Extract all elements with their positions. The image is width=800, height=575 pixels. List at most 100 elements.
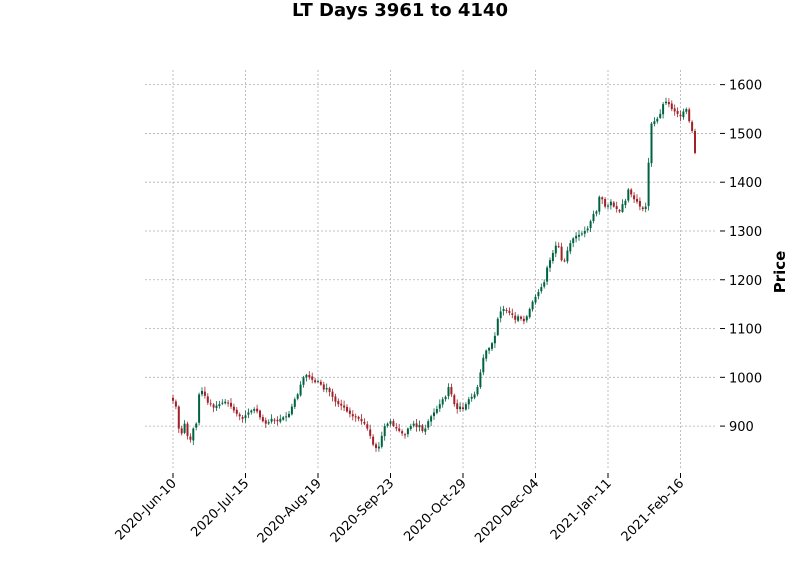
candle-body [241,417,244,419]
candle-body [343,405,346,408]
grid [145,70,715,470]
candle [630,188,633,198]
candle [583,226,586,238]
candle-body [540,287,543,292]
candle [473,391,476,400]
candle-body [450,387,453,395]
candle-body [638,200,641,207]
candle [467,396,470,410]
candle-body [305,374,308,378]
candle [476,384,479,397]
candle-body [418,425,421,428]
candles [172,97,696,452]
candle-body [401,431,404,434]
candle-body [607,205,609,207]
candle-body [459,406,462,410]
candle [586,225,589,233]
candle-body [470,396,473,399]
candle-body [534,296,537,303]
candle-body [331,391,334,397]
candle [337,398,340,408]
candle-body [676,110,679,114]
candle-body [505,309,508,311]
candle-body [299,384,302,396]
candle [235,407,238,417]
x-tick-label: 2020-Sep-23 [328,476,398,546]
candle-body [317,381,319,383]
candle-body [549,260,551,268]
candle [172,394,174,404]
y-tick-label: 1400 [729,176,762,191]
candle [607,203,609,210]
candle-body [644,206,647,210]
candle [633,192,636,203]
candle-body [633,195,636,200]
candle-body [656,118,659,122]
candle-body [183,423,186,433]
candle-body [615,206,618,210]
candle [691,120,694,134]
candle-body [267,422,270,424]
candle [380,431,383,449]
candle-body [685,109,688,112]
candle-body [357,416,360,419]
candle-body [647,162,650,207]
y-tick-label: 900 [729,420,754,435]
candle [302,375,305,388]
candle [517,314,520,323]
candle [572,237,575,248]
candle [659,109,662,119]
x-tick-label: 2020-Jul-15 [188,476,252,540]
candle [328,386,331,397]
candle-body [377,446,380,449]
candle [470,393,473,402]
candle [259,409,261,420]
candle [267,419,270,425]
candle [406,427,409,438]
candle [398,423,401,433]
candle [618,208,621,214]
candle [650,121,653,167]
candle-body [203,391,206,396]
x-tick-label: 2020-Jun-10 [113,476,180,543]
x-tick-label: 2020-Dec-04 [472,476,542,546]
candle [354,413,357,422]
candle-body [389,421,392,424]
candle [218,400,221,409]
candle [604,197,607,209]
candle-body [575,235,578,239]
candle-body [209,403,212,405]
candle-body [691,121,694,131]
candle [375,442,377,452]
candle [670,100,673,112]
candle-body [583,230,586,234]
candle-body [528,309,531,318]
candle [230,398,232,409]
candle-body [578,234,580,237]
candle [279,414,282,424]
candle-body [282,417,285,420]
candle [656,116,659,124]
candle [369,424,372,439]
candle [261,414,264,423]
candle-body [177,406,180,429]
candle [491,341,493,351]
candle [238,412,241,421]
candle-body [206,396,209,403]
candle-body [621,204,624,212]
candle-body [476,387,479,395]
candle-body [189,436,192,440]
candle [285,412,288,422]
candle [627,188,630,203]
candle-body [636,198,638,202]
candle [293,397,296,409]
candle-body [563,260,566,262]
y-tick-label: 1100 [729,323,762,338]
candle-body [212,404,215,408]
candle-body [288,413,290,418]
candle [264,417,267,429]
candle-body [375,444,377,449]
candle [395,423,398,432]
candle-body [531,301,534,310]
candle [192,427,195,446]
